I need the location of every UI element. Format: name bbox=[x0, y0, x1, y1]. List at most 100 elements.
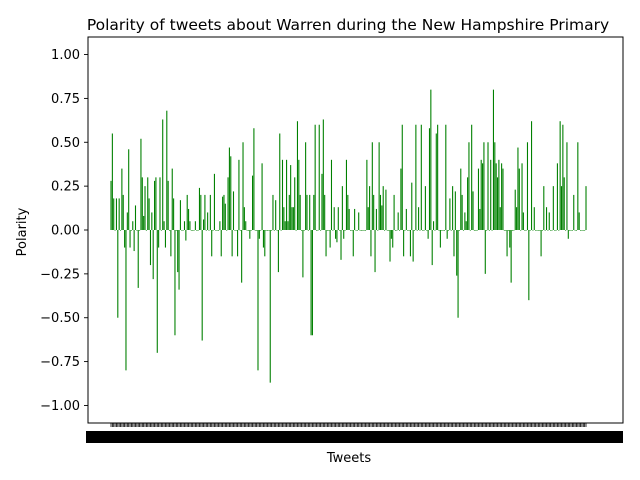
bar bbox=[454, 191, 456, 230]
x-axis-label: Tweets bbox=[326, 451, 372, 466]
bar bbox=[480, 159, 482, 230]
bar bbox=[565, 230, 567, 231]
bar bbox=[337, 207, 339, 230]
bar bbox=[362, 230, 364, 231]
bar bbox=[411, 182, 413, 230]
bar bbox=[528, 230, 530, 301]
bar bbox=[475, 230, 477, 231]
bar bbox=[200, 194, 202, 230]
bar bbox=[385, 189, 387, 230]
bar bbox=[149, 230, 152, 266]
bar bbox=[434, 230, 436, 231]
bar bbox=[163, 221, 165, 230]
bar bbox=[351, 230, 353, 231]
bar bbox=[198, 187, 201, 230]
bar bbox=[535, 230, 537, 231]
bar bbox=[211, 230, 213, 257]
y-tick-label: −0.75 bbox=[40, 355, 80, 370]
bar bbox=[247, 230, 250, 231]
bar bbox=[118, 198, 120, 230]
bar bbox=[447, 230, 450, 231]
bar bbox=[412, 230, 414, 262]
bar bbox=[415, 124, 417, 230]
bar bbox=[126, 212, 128, 230]
bar bbox=[241, 230, 243, 283]
bar bbox=[408, 230, 410, 231]
y-tick-label: −1.00 bbox=[40, 399, 80, 414]
bar bbox=[420, 124, 422, 230]
bar bbox=[344, 230, 346, 231]
bar bbox=[292, 207, 294, 230]
bar bbox=[453, 230, 455, 257]
bar bbox=[355, 230, 357, 231]
bar bbox=[145, 230, 147, 231]
bar bbox=[531, 121, 533, 230]
bar bbox=[275, 200, 277, 230]
bar bbox=[381, 205, 383, 230]
bar bbox=[166, 110, 168, 230]
bar bbox=[208, 230, 210, 231]
bar bbox=[328, 230, 330, 231]
bar bbox=[209, 194, 211, 230]
bar bbox=[386, 230, 388, 231]
bar bbox=[571, 230, 573, 231]
bar bbox=[551, 230, 553, 231]
bar bbox=[516, 207, 518, 230]
bar bbox=[164, 230, 166, 248]
y-tick-label: 0.00 bbox=[51, 224, 80, 239]
bar bbox=[160, 230, 162, 231]
bar bbox=[197, 230, 199, 231]
bar bbox=[407, 230, 409, 231]
bar bbox=[526, 142, 529, 230]
y-axis: 1.00 0.75 0.50 0.25 0.00 −0.25 −0.50 −0.75 −1.00 bbox=[40, 48, 88, 414]
bar bbox=[566, 142, 568, 230]
y-tick-label: 1.00 bbox=[51, 48, 80, 63]
bar bbox=[192, 230, 194, 231]
bar bbox=[133, 230, 135, 252]
bar bbox=[288, 194, 290, 230]
bar bbox=[486, 230, 488, 231]
bar bbox=[499, 207, 501, 230]
bar bbox=[540, 230, 542, 257]
bar bbox=[330, 159, 333, 230]
bars-group bbox=[110, 89, 587, 383]
bar bbox=[216, 230, 218, 231]
bar bbox=[400, 168, 402, 230]
bar bbox=[575, 230, 578, 231]
bar bbox=[336, 230, 338, 243]
y-tick-label: −0.50 bbox=[40, 311, 80, 326]
bar bbox=[431, 230, 433, 266]
bar bbox=[518, 168, 520, 230]
y-axis-label: Polarity bbox=[15, 207, 30, 256]
bar bbox=[477, 168, 480, 230]
bar bbox=[536, 230, 538, 231]
bar bbox=[525, 230, 527, 231]
bar bbox=[130, 230, 132, 231]
bar bbox=[521, 163, 523, 230]
bar bbox=[541, 230, 543, 231]
bar bbox=[377, 230, 379, 231]
bar bbox=[306, 194, 308, 230]
bar bbox=[506, 230, 508, 257]
bar bbox=[329, 230, 331, 248]
bar bbox=[125, 230, 127, 371]
bar bbox=[298, 159, 300, 230]
bar bbox=[286, 159, 288, 230]
bar bbox=[144, 186, 146, 230]
bar bbox=[413, 230, 416, 231]
bar bbox=[510, 230, 512, 283]
bar bbox=[114, 230, 116, 231]
bar bbox=[476, 230, 478, 231]
bar bbox=[433, 221, 435, 230]
bar bbox=[532, 230, 534, 231]
bar bbox=[539, 230, 541, 231]
bar bbox=[460, 168, 462, 230]
bar bbox=[193, 230, 195, 231]
bar bbox=[257, 230, 259, 371]
bar bbox=[305, 142, 307, 230]
bar bbox=[559, 121, 561, 230]
x-axis bbox=[86, 423, 623, 443]
bar bbox=[335, 230, 337, 239]
bar bbox=[256, 230, 258, 231]
